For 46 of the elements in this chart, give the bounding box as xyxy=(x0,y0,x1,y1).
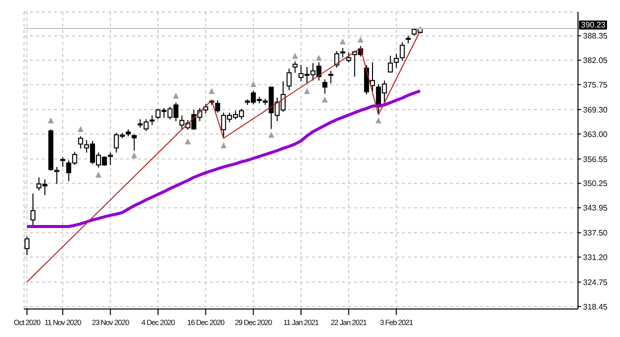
candlestick xyxy=(346,52,352,63)
y-tick-label: 388.35 xyxy=(583,32,608,41)
candlestick xyxy=(215,100,220,114)
point xyxy=(322,96,328,103)
candlestick xyxy=(322,78,328,94)
candlestick xyxy=(132,134,137,152)
point xyxy=(375,117,382,124)
point xyxy=(340,38,346,44)
point xyxy=(316,54,322,61)
point xyxy=(208,88,215,94)
point xyxy=(292,52,298,59)
point xyxy=(48,117,54,124)
candlestick xyxy=(150,114,155,126)
candlestick xyxy=(30,193,36,228)
y-tick-label: 363.00 xyxy=(583,130,608,139)
candlestick xyxy=(334,50,340,68)
candlestick xyxy=(60,156,66,168)
candlestick xyxy=(78,136,84,150)
y-tick-label: 350.25 xyxy=(583,179,608,188)
candlestick xyxy=(328,70,334,84)
candlestick xyxy=(286,68,292,91)
y-tick-label: 324.75 xyxy=(583,278,608,287)
point xyxy=(268,132,274,138)
y-tick-label: 318.45 xyxy=(583,302,608,312)
candlestick xyxy=(400,42,405,62)
ref-line-label: 390.23 xyxy=(581,20,606,30)
y-tick-label: 331.20 xyxy=(583,252,608,262)
point xyxy=(250,81,256,88)
point xyxy=(172,92,179,99)
y-tick-label: 356.55 xyxy=(583,154,608,164)
candlestick xyxy=(292,61,298,74)
y-tick-label: 382.05 xyxy=(583,56,608,66)
candlestick xyxy=(340,48,346,58)
point xyxy=(358,36,364,42)
y-tick-label: 375.75 xyxy=(583,80,608,90)
point xyxy=(304,88,310,94)
y-tick-label: 337.50 xyxy=(583,228,608,238)
point xyxy=(131,152,138,158)
point xyxy=(184,138,191,144)
y-tick-label: 369.30 xyxy=(583,105,608,114)
point xyxy=(78,126,84,132)
candlestick xyxy=(24,236,30,256)
y-tick-label: 343.95 xyxy=(583,204,608,213)
point xyxy=(220,142,227,148)
candlestick xyxy=(54,166,60,184)
point xyxy=(95,172,102,178)
